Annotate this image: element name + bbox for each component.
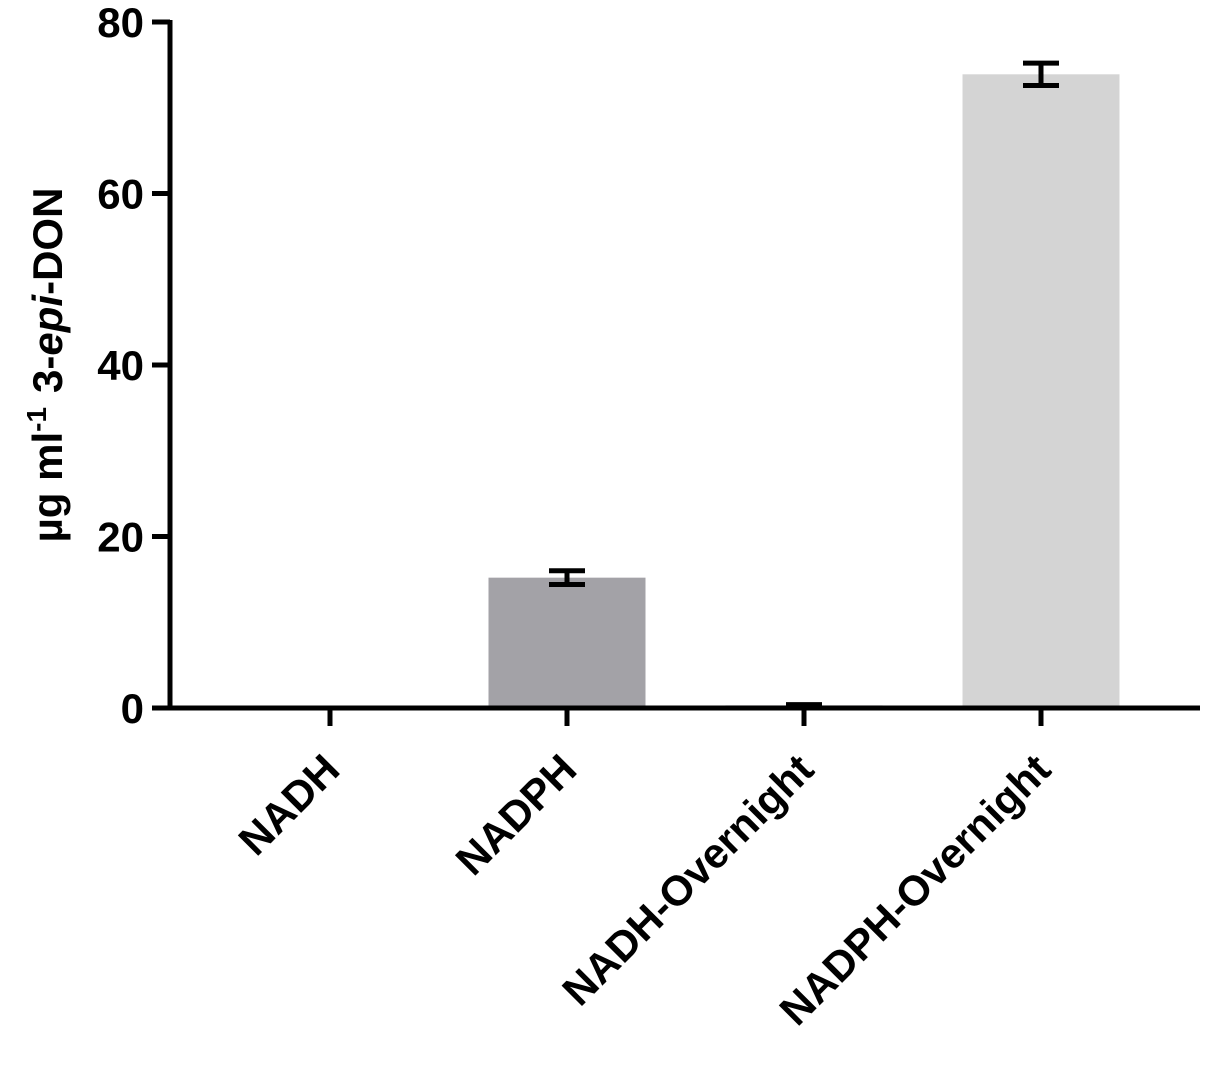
y-label-part: µg ml bbox=[24, 432, 71, 543]
y-tick-label: 60 bbox=[97, 171, 144, 218]
y-label-sup: -1 bbox=[21, 407, 52, 432]
x-tick-label: NADPH-Overnight bbox=[770, 745, 1059, 1034]
y-label-part: -DON bbox=[24, 188, 71, 295]
y-axis-label: µg ml-1 3-epi-DON bbox=[21, 188, 71, 543]
y-tick-label: 40 bbox=[97, 342, 144, 389]
y-label-italic: epi bbox=[24, 294, 71, 356]
bar bbox=[962, 74, 1120, 709]
x-tick-label: NADPH bbox=[447, 745, 586, 884]
y-label-part: 3- bbox=[24, 356, 71, 393]
y-tick-label: 20 bbox=[97, 514, 144, 561]
x-tick-label: NADH-Overnight bbox=[553, 745, 822, 1014]
y-tick-label: 0 bbox=[121, 685, 144, 732]
x-tick-label: NADH bbox=[229, 745, 348, 864]
bar bbox=[488, 577, 646, 708]
y-tick-label: 80 bbox=[97, 0, 144, 46]
